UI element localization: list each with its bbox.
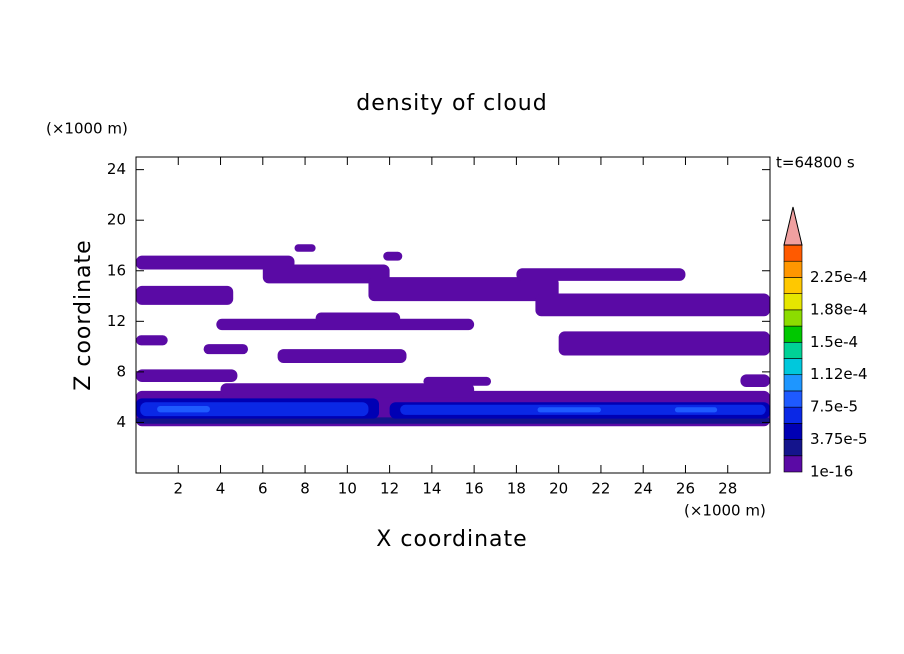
contour-region: [203, 344, 249, 355]
colorbar-box: [783, 309, 803, 327]
x-tick-label: 26: [676, 480, 695, 498]
x-tick-label: 28: [718, 480, 737, 498]
contour-region: [383, 251, 403, 261]
contour-region: [216, 318, 475, 331]
colorbar-box: [783, 341, 803, 359]
x-tick-label: 24: [634, 480, 653, 498]
x-tick-label: 4: [216, 480, 226, 498]
y-axis-label: Z coordinate: [71, 239, 96, 390]
contour-region: [740, 374, 770, 388]
contour-region: [674, 407, 718, 413]
colorbar-box: [783, 406, 803, 424]
x-unit: (×1000 m): [684, 502, 766, 520]
contour-region: [277, 349, 407, 364]
y-tick-label: 24: [107, 160, 126, 178]
contour-region: [136, 335, 168, 346]
x-tick-label: 2: [173, 480, 183, 498]
y-unit: (×1000 m): [46, 120, 128, 138]
colorbar-label: 1.12e-4: [810, 365, 868, 383]
x-tick-label: 12: [380, 480, 399, 498]
x-axis-label: X coordinate: [376, 527, 527, 552]
colorbar-box: [783, 260, 803, 278]
y-tick-label: 16: [107, 261, 126, 279]
chart-title: density of cloud: [356, 91, 547, 116]
contour-region: [136, 255, 295, 270]
contour-region: [136, 417, 770, 424]
contour-region: [535, 293, 770, 317]
contour-region: [136, 285, 234, 305]
y-tick-label: 12: [107, 312, 126, 330]
colorbar-box: [783, 244, 803, 262]
time-label: t=64800 s: [776, 154, 855, 172]
x-tick-label: 10: [338, 480, 357, 498]
contour-region: [262, 264, 390, 284]
contour-region: [136, 369, 238, 382]
contour-region: [558, 331, 770, 356]
contour-region: [157, 406, 210, 413]
contour-region: [516, 268, 686, 281]
x-tick-label: 18: [507, 480, 526, 498]
colorbar-box: [783, 325, 803, 343]
contour-region: [423, 376, 492, 386]
contour-region: [220, 383, 475, 398]
contour-region: [537, 407, 601, 413]
contour-region: [294, 244, 316, 252]
colorbar-box: [783, 390, 803, 408]
x-tick-label: 16: [465, 480, 484, 498]
colorbar-box: [783, 455, 803, 473]
colorbar-label: 1.5e-4: [810, 333, 858, 351]
x-tick-label: 6: [258, 480, 268, 498]
y-tick-label: 8: [116, 362, 126, 380]
colorbar-label: 2.25e-4: [810, 268, 868, 286]
colorbar-label: 7.5e-5: [810, 398, 858, 416]
x-tick-label: 8: [300, 480, 310, 498]
colorbar-label: 3.75e-5: [810, 430, 868, 448]
contour-region: [315, 312, 401, 324]
colorbar-box: [783, 277, 803, 294]
colorbar-box: [783, 423, 803, 440]
y-tick-label: 4: [116, 413, 126, 431]
contour-region: [368, 277, 559, 302]
colorbar-box: [783, 358, 803, 376]
colorbar-label: 1.88e-4: [810, 300, 868, 318]
x-tick-label: 20: [549, 480, 568, 498]
colorbar-box: [783, 374, 803, 392]
colorbar-overflow: [783, 206, 803, 246]
x-tick-label: 14: [422, 480, 441, 498]
colorbar-label: 1e-16: [810, 463, 853, 481]
y-tick-label: 20: [107, 211, 126, 229]
plot-frame: [135, 156, 771, 474]
contour-region: [140, 402, 369, 417]
colorbar-box: [783, 439, 803, 457]
colorbar-box: [783, 293, 803, 311]
x-tick-label: 22: [591, 480, 610, 498]
